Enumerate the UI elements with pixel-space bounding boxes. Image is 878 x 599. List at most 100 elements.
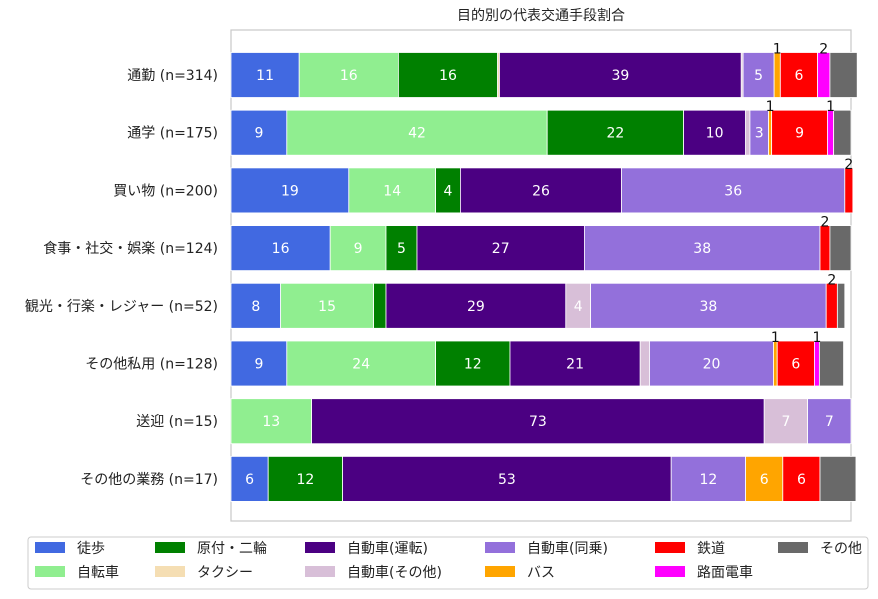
data-label: 2 [827,272,836,288]
y-tick-label: 買い物 (n=200) [113,183,218,199]
bar-segment [745,455,784,502]
bar-segment [818,340,844,387]
bar-segment [459,167,622,214]
bar-segment [817,52,831,98]
bar-segment [286,109,548,156]
bar-segment [230,282,281,329]
legend-swatch [485,542,515,553]
chart-title: 目的別の代表交通手段割合 [457,7,625,24]
legend-label: 路面電車 [697,564,753,581]
bar-segment [773,340,778,387]
data-label: 4 [444,183,453,199]
bar-segment [827,109,835,156]
bar-segment [773,52,781,98]
bar-segment [348,167,436,214]
bar-segment [565,282,591,329]
data-label: 24 [352,357,370,373]
data-label: 13 [262,414,280,430]
bar-segment [649,340,774,387]
data-label: 12 [296,472,314,488]
data-label: 1 [812,330,821,346]
legend-label: バス [527,565,555,581]
bar-segment [230,225,331,272]
y-tick-label: 食事・社交・娯楽 (n=124) [43,240,218,257]
bar-segment [397,52,498,98]
data-label: 1 [826,99,835,115]
data-label: 3 [755,126,764,142]
bar-segment [298,52,399,98]
data-label: 38 [699,299,717,315]
data-label: 8 [251,299,260,315]
bar-segment [342,455,672,502]
bar-segment [621,167,846,214]
data-label: 6 [245,472,254,488]
bar-segment [829,52,858,98]
legend-label: 自転車 [77,564,119,581]
bar-segment [435,167,461,214]
data-label: 20 [703,357,721,373]
bar-segment [670,455,747,502]
legend-label: 徒歩 [77,541,105,557]
bar-segment [435,340,511,387]
data-label: 2 [820,215,829,231]
data-label: 2 [844,157,853,173]
data-label: 19 [281,183,299,199]
bar-segment [373,282,387,329]
legend-swatch [155,542,185,553]
data-label: 7 [781,414,790,430]
y-tick-label: 観光・行楽・レジャー (n=52) [25,298,218,315]
bar-segment [267,455,344,502]
bar-segment [509,340,641,387]
bar-segment [776,340,815,387]
bar-segment [763,398,809,445]
bar-segment [742,52,775,98]
y-tick-label: 通勤 (n=314) [127,68,218,84]
data-label: 9 [254,126,263,142]
bar-segment [814,340,820,387]
legend-label: 自動車(運転) [347,540,428,557]
data-label: 1 [773,42,782,58]
bar-segment [771,109,828,156]
bar-segment [768,109,773,156]
bar-segment [836,282,846,329]
data-label: 2 [819,42,828,58]
data-label: 4 [574,299,583,315]
data-label: 7 [825,414,834,430]
y-tick-label: その他の業務 (n=17) [80,472,218,488]
legend-swatch [655,542,685,553]
data-label: 38 [693,241,711,257]
data-label: 5 [754,68,763,84]
data-label: 29 [467,299,485,315]
bar-segment [639,340,650,387]
data-label: 15 [318,299,336,315]
data-label: 73 [529,414,547,430]
data-label: 6 [791,357,800,373]
data-label: 53 [498,472,516,488]
legend-label: 自動車(その他) [347,564,442,581]
y-tick-labels: 通勤 (n=314) 通学 (n=175) 買い物 (n=200) 食事・社交・娯楽 … [25,68,218,488]
data-label: 42 [408,126,426,142]
data-label: 5 [397,241,406,257]
data-label: 1 [766,99,775,115]
y-tick-label: 通学 (n=175) [127,126,218,142]
data-label: 16 [340,68,358,84]
bar-segment [385,225,418,272]
bar-segment [819,455,857,502]
bar-segment [745,109,751,156]
legend-label: 原付・二輪 [197,540,267,557]
data-label: 11 [256,68,274,84]
data-label: 9 [795,126,804,142]
data-label: 1 [771,330,780,346]
data-label: 14 [383,183,401,199]
bar-segment [825,282,838,329]
bar-segment [590,282,827,329]
data-label: 27 [492,241,510,257]
legend-label: 鉄道 [697,541,725,557]
data-label: 12 [464,357,482,373]
data-label: 12 [699,472,717,488]
data-label: 6 [794,68,803,84]
y-tick-label: 送迎 (n=15) [136,414,218,430]
bar-segment [230,455,269,502]
